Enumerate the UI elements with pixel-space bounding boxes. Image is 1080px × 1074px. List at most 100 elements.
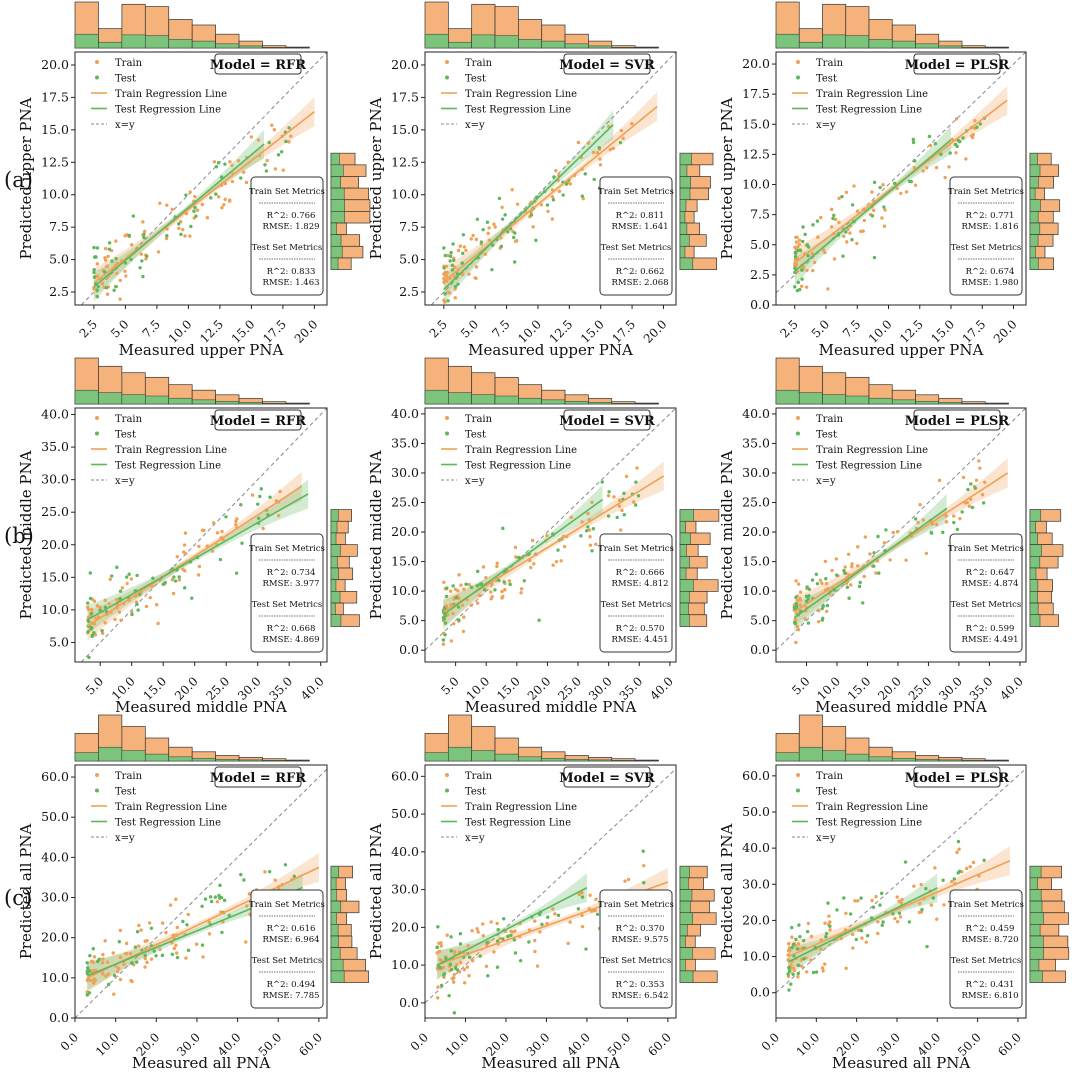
test-point [859,896,863,900]
test-regression-line [436,887,588,966]
train-point [449,639,454,643]
train-point [499,236,503,240]
panel-b2: 5.0 10.0 15.0 20.0 25.0 30.0 35.0 40.00.05.010.… [367,357,720,716]
train-point [445,933,449,937]
train-point [856,928,861,932]
train-point [215,531,220,535]
train-point [883,208,887,212]
test-point [170,952,175,957]
train-point [195,208,200,212]
test-point [104,285,109,290]
train-point [474,265,479,269]
legend-train-marker [95,773,99,777]
test-point [107,241,112,245]
train-point [481,922,485,926]
y-tick-label: 30.0 [391,882,419,897]
train-point [244,180,249,185]
legend-label-3: Test Regression Line [115,105,221,116]
train-point [796,582,801,586]
y-tick-label: 15.0 [742,116,770,131]
test-point [441,638,446,642]
right-hist-test-bar [1029,164,1041,177]
train-point [469,603,473,608]
top-hist-test-bar [799,41,823,49]
test-point [933,141,938,146]
test-point [203,897,208,901]
test-point [443,292,447,296]
train-point [876,931,880,936]
panel-b3: 5.0 10.0 15.0 20.0 25.0 30.0 35.0 40.00.05.010.… [718,357,1064,716]
test-point [208,895,213,899]
test-point [586,525,590,529]
panel-b1: 5.0 10.0 15.0 20.0 25.0 30.0 35.0 40.05.010.015… [17,357,360,716]
y-tick-label: 0.0 [49,1010,69,1025]
train-point [912,166,917,170]
train-point [489,920,493,924]
train-point [207,932,212,936]
top-hist-test-bar [215,759,240,762]
test-point [497,578,501,583]
top-hist-test-bar [588,759,612,762]
legend-train-marker [445,416,449,420]
train-rmse: RMSE: 9.575 [611,935,668,945]
train-point [449,602,453,607]
train-r2: R^2: 0.771 [966,211,1015,221]
train-point [826,287,830,291]
train-point [184,956,188,960]
test-point [800,277,804,281]
train-rmse: RMSE: 1.641 [611,222,668,232]
train-point [507,579,512,583]
model-label: Model = SVR [559,771,655,786]
train-point [115,271,119,276]
test-point [478,954,482,958]
test-point [551,198,556,202]
train-point [533,919,537,923]
y-tick-label: 7.5 [399,219,419,234]
right-hist-test-bar [1029,865,1042,879]
test-point [461,251,465,256]
test-point [219,175,224,179]
train-point [172,946,176,951]
train-point [202,528,206,533]
train-point [566,941,570,946]
train-point [820,966,825,970]
test-point [795,947,800,951]
test-point [106,982,111,987]
train-point [486,231,490,236]
train-point [550,217,555,221]
test-point [824,931,829,936]
top-hist-test-bar [424,752,449,762]
identity-line [425,408,676,651]
train-point [458,960,463,965]
test-point [267,869,272,874]
train-point [114,239,118,243]
test-point [939,152,943,156]
x-tick-label: 0.0 [408,1030,431,1053]
test-point [85,969,89,974]
test-point [798,287,802,292]
test-point [793,621,797,626]
top-hist-test-bar [121,34,146,49]
train-point [510,188,514,192]
train-point [442,580,446,584]
top-hist-test-bar [961,47,986,49]
train-point [929,903,934,907]
right-hist-test-bar [330,947,341,960]
test-metrics-title: Test Set Metrics [951,243,1022,253]
train-point [448,310,451,313]
test-point [209,899,214,904]
train-point [129,243,134,247]
top-hist-test-bar [611,760,636,762]
train-point [462,615,466,619]
test-point [160,953,165,958]
test-point [502,580,506,584]
y-tick-label: 0.0 [750,642,770,657]
train-r2: R^2: 0.666 [616,568,665,578]
test-point [828,924,832,928]
train-point [181,227,185,232]
y-tick-label: 12.5 [391,154,419,169]
right-hist-test-bar [679,900,691,914]
right-hist-test-bar [330,924,339,937]
train-point [812,260,817,265]
test-point [805,929,810,934]
